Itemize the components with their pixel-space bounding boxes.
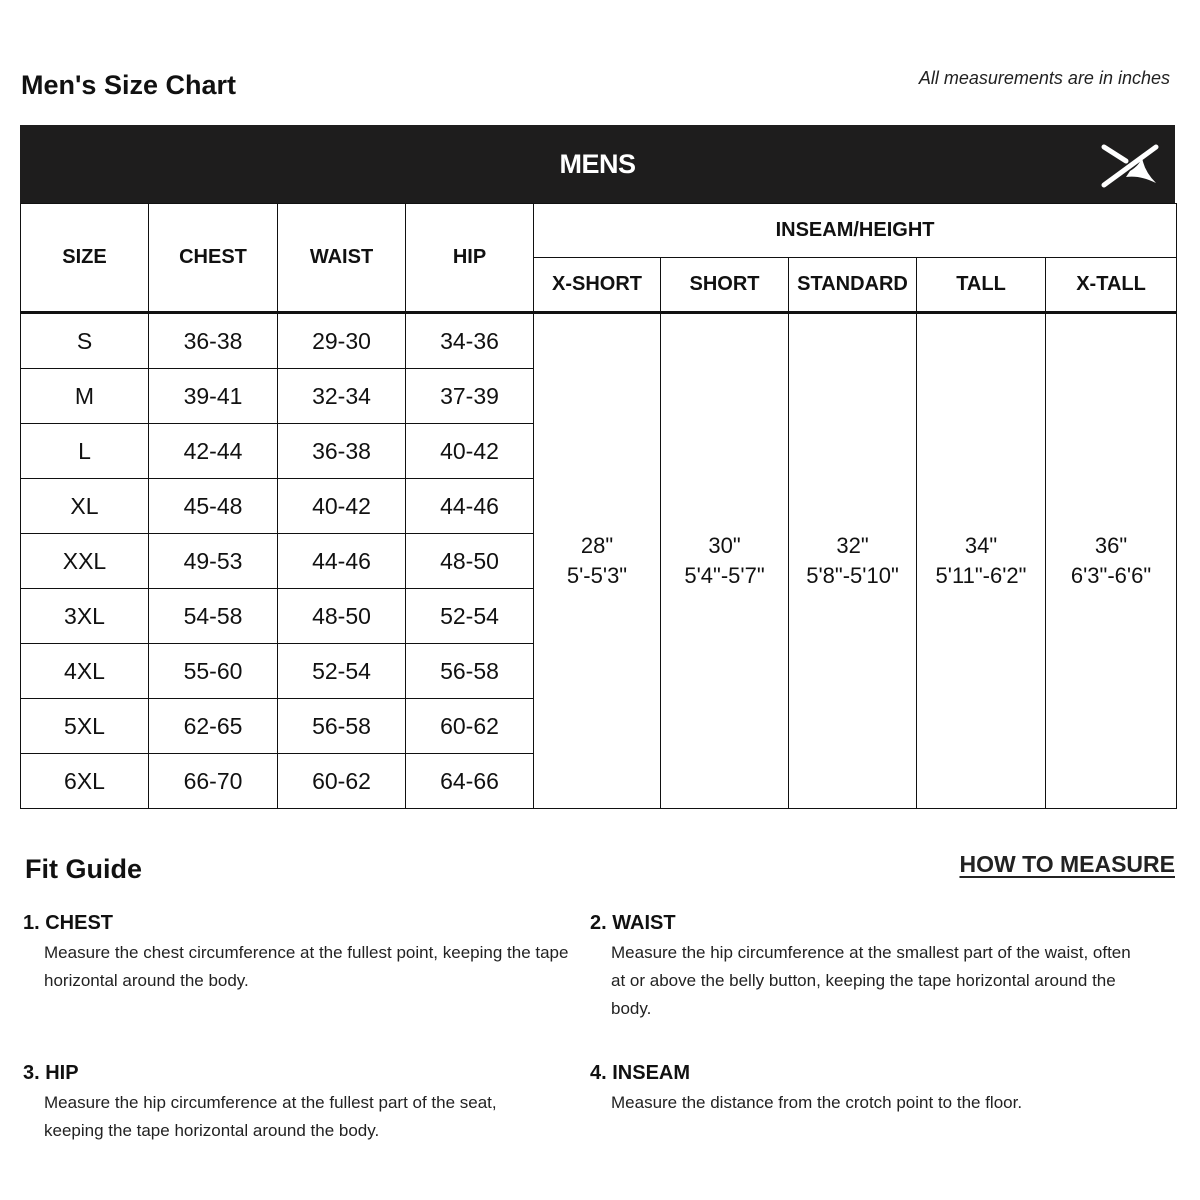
cell-size: 6XL — [20, 753, 149, 809]
cell-waist: 36-38 — [277, 423, 406, 479]
table-row: L 42-44 36-38 40-42 — [20, 423, 1177, 479]
table-header-band: MENS — [20, 125, 1175, 203]
fit-item-heading: 4. INSEAM — [590, 1062, 691, 1084]
fit-item-text: Measure the chest circumference at the f… — [44, 943, 569, 990]
brand-x-logo-icon — [1101, 144, 1159, 188]
cell-waist: 48-50 — [277, 588, 406, 644]
cell-inseam: 28" 5'-5'3" — [533, 312, 661, 809]
band-label: MENS — [559, 149, 636, 179]
header-inseam-col: STANDARD — [788, 257, 917, 314]
cell-size: 5XL — [20, 698, 149, 754]
cell-hip: 44-46 — [405, 478, 534, 534]
cell-inseam: 32" 5'8"-5'10" — [788, 312, 917, 809]
header-chest: CHEST — [148, 203, 278, 314]
cell-size: L — [20, 423, 149, 479]
inseam-value: 36" — [1094, 533, 1128, 558]
header-inseam-col: TALL — [916, 257, 1046, 314]
inseam-value: 30" — [708, 533, 741, 558]
height-range: 5'-5'3" — [566, 563, 628, 588]
height-range: 5'4"-5'7" — [684, 563, 765, 588]
how-to-measure-link[interactable]: HOW TO MEASURE — [959, 851, 1175, 877]
height-range: 6'3"-6'6" — [1070, 563, 1152, 588]
table-row: M 39-41 32-34 37-39 — [20, 368, 1177, 424]
fit-item-text: Measure the distance from the crotch poi… — [611, 1093, 1023, 1112]
size-chart-table: SIZE CHEST WAIST HIP INSEAM/HEIGHT X-SHO… — [20, 203, 1178, 809]
header-inseam-col: SHORT — [660, 257, 789, 314]
cell-size: M — [20, 368, 149, 424]
cell-hip: 34-36 — [405, 312, 534, 369]
cell-size: 3XL — [20, 588, 149, 644]
cell-inseam: 30" 5'4"-5'7" — [660, 312, 789, 809]
cell-size: 4XL — [20, 643, 149, 699]
inseam-value: 34" — [964, 533, 998, 558]
fit-item-heading: 1. CHEST — [23, 912, 114, 934]
cell-chest: 49-53 — [148, 533, 278, 589]
cell-size: S — [20, 312, 149, 369]
header-size: SIZE — [20, 203, 149, 314]
cell-waist: 32-34 — [277, 368, 406, 424]
cell-inseam: 36" 6'3"-6'6" — [1044, 312, 1178, 809]
cell-waist: 56-58 — [277, 698, 406, 754]
cell-chest: 45-48 — [148, 478, 278, 534]
fit-item-hip: 3. HIP Measure the hip circumference at … — [23, 1062, 583, 1145]
fit-guide-title: Fit Guide — [25, 854, 142, 884]
cell-hip: 48-50 — [405, 533, 534, 589]
cell-hip: 37-39 — [405, 368, 534, 424]
table-row: XL 45-48 40-42 44-46 — [20, 478, 1177, 534]
cell-hip: 52-54 — [405, 588, 534, 644]
cell-chest: 42-44 — [148, 423, 278, 479]
height-range: 5'8"-5'10" — [806, 563, 899, 588]
fit-item-text: Measure the hip circumference at the ful… — [44, 1093, 497, 1140]
cell-chest: 62-65 — [148, 698, 278, 754]
measurement-note: All measurements are in inches — [918, 68, 1170, 88]
cell-chest: 54-58 — [148, 588, 278, 644]
cell-hip: 56-58 — [405, 643, 534, 699]
cell-waist: 60-62 — [277, 753, 406, 809]
cell-waist: 44-46 — [277, 533, 406, 589]
header-hip: HIP — [405, 203, 534, 314]
table-row: 5XL 62-65 56-58 60-62 — [20, 698, 1177, 754]
fit-item-chest: 1. CHEST Measure the chest circumference… — [23, 912, 583, 995]
table-row: 4XL 55-60 52-54 56-58 — [20, 643, 1177, 699]
table-row: 3XL 54-58 48-50 52-54 — [20, 588, 1177, 644]
cell-chest: 39-41 — [148, 368, 278, 424]
table-row: XXL 49-53 44-46 48-50 — [20, 533, 1177, 589]
cell-hip: 64-66 — [405, 753, 534, 809]
cell-chest: 36-38 — [148, 312, 278, 369]
inseam-value: 28" — [580, 533, 614, 558]
header-waist: WAIST — [277, 203, 406, 314]
header-inseam-col: X-TALL — [1044, 257, 1178, 314]
cell-size: XL — [20, 478, 149, 534]
inseam-value: 32" — [836, 533, 869, 558]
fit-item-heading: 2. WAIST — [590, 912, 676, 934]
fit-item-heading: 3. HIP — [23, 1062, 79, 1084]
cell-chest: 66-70 — [148, 753, 278, 809]
cell-waist: 52-54 — [277, 643, 406, 699]
fit-item-inseam: 4. INSEAM Measure the distance from the … — [590, 1062, 1150, 1117]
header-inseam: INSEAM/HEIGHT — [532, 203, 1178, 258]
cell-hip: 40-42 — [405, 423, 534, 479]
header-inseam-col: X-SHORT — [533, 257, 661, 314]
cell-size: XXL — [20, 533, 149, 589]
height-range: 5'11"-6'2" — [935, 563, 1027, 588]
cell-waist: 40-42 — [277, 478, 406, 534]
cell-waist: 29-30 — [277, 312, 406, 369]
cell-inseam: 34" 5'11"-6'2" — [916, 312, 1046, 809]
cell-chest: 55-60 — [148, 643, 278, 699]
page-title: Men's Size Chart — [21, 70, 236, 100]
fit-item-waist: 2. WAIST Measure the hip circumference a… — [590, 912, 1150, 1023]
cell-hip: 60-62 — [405, 698, 534, 754]
fit-item-text: Measure the hip circumference at the sma… — [611, 943, 1131, 1018]
table-row: 6XL 66-70 60-62 64-66 — [20, 753, 1177, 809]
table-row: S 36-38 29-30 34-36 28" 5'-5'3" 30" 5'4"-5'7" 32… — [20, 312, 1178, 809]
